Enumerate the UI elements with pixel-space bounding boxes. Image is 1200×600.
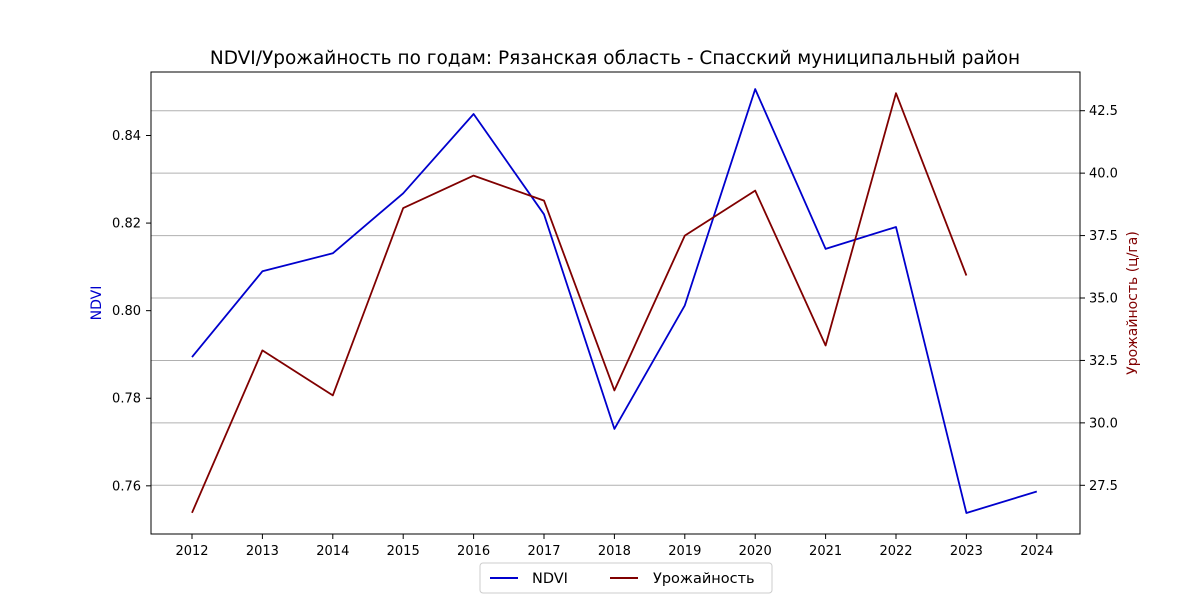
grid-lines (151, 110, 1080, 486)
x-tick-label: 2023 (950, 544, 983, 559)
chart-title: NDVI/Урожайность по годам: Рязанская обл… (210, 48, 1020, 69)
right-axis-label: Урожайность (ц/га) (1125, 231, 1141, 375)
left-axis-label: NDVI (89, 286, 105, 321)
x-tick-label: 2015 (387, 544, 420, 559)
right-tick-label: 42.5 (1089, 104, 1118, 119)
x-axis-ticks: 2012 2013 2014 2015 2016 2017 2018 2019 2020 2021… (175, 534, 1053, 559)
left-tick-label: 0.82 (112, 217, 141, 232)
x-tick-label: 2018 (598, 544, 631, 559)
x-tick-label: 2013 (246, 544, 279, 559)
plot-frame (150, 71, 1081, 535)
legend: NDVI Урожайность (479, 562, 773, 594)
x-tick-label: 2021 (809, 544, 842, 559)
ndvi-line (191, 88, 1038, 514)
x-tick-label: 2016 (457, 544, 490, 559)
right-tick-label: 37.5 (1089, 229, 1118, 244)
left-axis-ticks: 0.76 0.78 0.80 0.82 0.84 (112, 129, 151, 494)
series-lines (191, 88, 1038, 514)
x-tick-label: 2020 (739, 544, 772, 559)
right-tick-label: 35.0 (1089, 292, 1118, 307)
right-tick-label: 27.5 (1089, 479, 1118, 494)
left-tick-label: 0.80 (112, 304, 141, 319)
legend-label-ndvi: NDVI (532, 571, 568, 587)
x-tick-label: 2024 (1020, 544, 1053, 559)
left-tick-label: 0.76 (112, 479, 141, 494)
x-tick-label: 2022 (879, 544, 912, 559)
yield-line (191, 92, 968, 514)
left-tick-label: 0.84 (112, 129, 141, 144)
x-tick-label: 2012 (175, 544, 208, 559)
right-tick-label: 40.0 (1089, 167, 1118, 182)
right-tick-label: 30.0 (1089, 416, 1118, 431)
right-tick-label: 32.5 (1089, 354, 1118, 369)
legend-label-yield: Урожайность (653, 571, 755, 587)
x-tick-label: 2014 (316, 544, 349, 559)
left-tick-label: 0.78 (112, 392, 141, 407)
right-axis-ticks: 27.5 30.0 32.5 35.0 37.5 40.0 42.5 (1080, 104, 1118, 494)
x-tick-label: 2019 (668, 544, 701, 559)
x-tick-label: 2017 (527, 544, 560, 559)
